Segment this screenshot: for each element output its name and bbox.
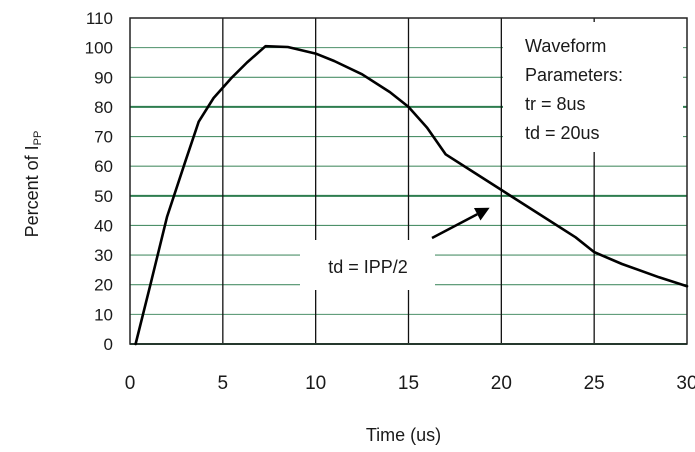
y-tick-label: 60 — [94, 157, 113, 176]
arrow-label-background — [300, 240, 435, 290]
y-axis-label: Percent of IPP — [22, 131, 44, 238]
y-axis-label-main: Percent of I — [22, 145, 42, 237]
x-tick-label: 30 — [676, 373, 695, 394]
y-tick-label: 0 — [104, 335, 113, 354]
series-line-0 — [134, 44, 689, 346]
y-tick-label: 20 — [94, 276, 113, 295]
x-tick-label: 20 — [491, 373, 512, 394]
y-tick-label: 70 — [94, 128, 113, 147]
y-tick-label: 40 — [94, 216, 113, 235]
series-layer — [134, 44, 689, 346]
tick-labels: 0 10 20 30 40 50 60 70 80 90 100 110 0 5 10 15 20 25 30 — [85, 9, 695, 394]
param-line-1: Waveform — [525, 36, 606, 56]
y-tick-label: 100 — [85, 39, 113, 58]
x-axis-label: Time (us) — [366, 425, 441, 445]
annotation-arrow-head — [473, 207, 490, 221]
param-line-4: td = 20us — [525, 123, 600, 143]
param-line-2: Parameters: — [525, 65, 623, 85]
annotation-backgrounds — [300, 22, 683, 290]
y-axis-label-subscript: PP — [32, 131, 44, 146]
y-tick-label: 10 — [94, 305, 113, 324]
parameters-box-background — [503, 22, 683, 152]
x-tick-label: 0 — [125, 373, 136, 394]
y-tick-label: 80 — [94, 98, 113, 117]
y-tick-label: 90 — [94, 68, 113, 87]
x-tick-label: 10 — [305, 373, 326, 394]
plot-area-frame — [129, 17, 688, 345]
y-tick-label: 110 — [86, 9, 113, 28]
param-line-3: tr = 8us — [525, 94, 586, 114]
x-tick-label: 25 — [584, 373, 605, 394]
x-tick-label: 5 — [218, 373, 229, 394]
y-tick-label: 30 — [94, 246, 113, 265]
waveform-parameters-annotation: Waveform Parameters: tr = 8us td = 20us — [525, 36, 623, 143]
x-tick-label: 15 — [398, 373, 419, 394]
td-arrow-annotation: td = IPP/2 — [328, 207, 490, 277]
y-tick-label: 50 — [94, 187, 113, 206]
td-annotation-label: td = IPP/2 — [328, 257, 408, 277]
annotation-arrow — [431, 213, 478, 240]
